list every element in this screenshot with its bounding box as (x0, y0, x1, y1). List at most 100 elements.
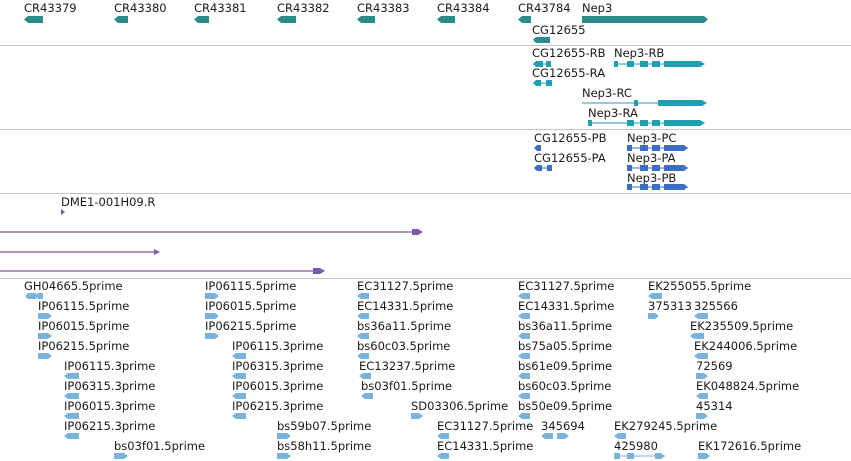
feature-label: Nep3-PB (627, 171, 676, 185)
est-feature[interactable]: bs60c03.5prime (357, 339, 450, 359)
feature-label: IP06015.3prime (232, 379, 323, 393)
est-track: GH04665.5prime IP06115.5prime IP06015.5p… (24, 279, 801, 459)
gene-feature[interactable]: CR43383 (357, 1, 410, 23)
feature-label: EC31127.5prime (518, 279, 614, 293)
est-feature[interactable]: EK048824.5prime (696, 379, 799, 399)
feature-label: IP06215.3prime (64, 419, 155, 433)
transcript-feature[interactable]: CG12655-RA (532, 66, 605, 86)
gene-feature[interactable]: CR43784 (518, 1, 571, 23)
feature-label: EK244006.5prime (694, 339, 797, 353)
reporter-line[interactable] (0, 229, 423, 235)
est-feature[interactable]: EK172616.5prime (698, 439, 801, 459)
gene-feature[interactable]: CR43380 (114, 1, 167, 23)
est-feature[interactable]: 345694 (541, 419, 585, 439)
est-feature[interactable]: 425980 (614, 439, 665, 459)
est-feature[interactable]: GH04665.5prime (24, 279, 123, 299)
transcript-feature[interactable]: Nep3-RA (588, 106, 705, 126)
protein-feature[interactable]: CG12655-PA (534, 151, 606, 171)
est-feature[interactable]: 325566 (694, 299, 738, 319)
reporter-line[interactable] (0, 249, 160, 255)
feature-label: IP06215.5prime (205, 319, 296, 333)
est-feature[interactable]: IP06115.3prime (64, 359, 155, 379)
est-feature[interactable]: bs36a11.5prime (357, 319, 451, 339)
est-feature[interactable]: EC31127.5prime (437, 419, 533, 439)
feature-label: Nep3-PA (627, 151, 676, 165)
est-feature[interactable]: bs60c03.5prime (518, 379, 611, 399)
reporter-line[interactable] (0, 268, 325, 274)
gene-feature[interactable]: CG12655 (532, 23, 586, 43)
est-feature[interactable]: 72569 (696, 359, 733, 379)
reporter-track: DME1-001H09.R (0, 195, 423, 274)
gene-track: CR43379 CR43380 CR43381 CR43382 CR43383 … (24, 1, 708, 43)
feature-label: EK235509.5prime (690, 319, 793, 333)
feature-label: SD03306.5prime (411, 399, 508, 413)
feature-label: Nep3-RC (582, 86, 632, 100)
est-feature[interactable]: EC14331.5prime (437, 439, 533, 459)
gene-feature[interactable]: CR43384 (437, 1, 490, 23)
est-feature[interactable]: IP06315.3prime (64, 379, 155, 399)
est-feature[interactable]: IP06115.3prime (232, 339, 323, 359)
transcript-feature[interactable]: Nep3-RC (582, 86, 707, 106)
gene-feature[interactable]: Nep3 (582, 1, 708, 23)
feature-label: EC14331.5prime (437, 439, 533, 453)
protein-feature[interactable]: Nep3-PA (627, 151, 688, 171)
est-feature[interactable]: EK279245.5prime (614, 419, 717, 439)
gene-feature[interactable]: CR43381 (194, 1, 247, 23)
gene-feature[interactable]: CR43382 (277, 1, 330, 23)
feature-label: bs03f01.5prime (114, 439, 205, 453)
feature-label: IP06115.3prime (232, 339, 323, 353)
est-feature[interactable]: EK235509.5prime (690, 319, 793, 339)
feature-label: CR43380 (114, 1, 167, 15)
est-feature[interactable]: bs03f01.5prime (114, 439, 205, 459)
transcript-feature[interactable]: CG12655-RB (532, 46, 606, 67)
reporter-feature[interactable]: DME1-001H09.R (61, 195, 155, 215)
gene-glyph (194, 16, 209, 23)
est-feature[interactable]: IP06015.3prime (64, 399, 155, 419)
est-feature[interactable]: EK255055.5prime (648, 279, 751, 299)
est-feature[interactable]: IP06215.3prime (232, 399, 323, 419)
est-feature[interactable]: IP06215.3prime (64, 419, 155, 439)
est-feature[interactable]: EC14331.5prime (518, 299, 614, 319)
est-feature[interactable]: IP06315.3prime (232, 359, 323, 379)
est-feature[interactable]: bs58h11.5prime (277, 439, 371, 459)
est-feature[interactable]: bs61e09.5prime (518, 359, 612, 379)
feature-label: GH04665.5prime (24, 279, 123, 293)
protein-feature[interactable]: Nep3-PC (627, 131, 688, 151)
est-feature[interactable]: bs59b07.5prime (277, 419, 371, 439)
feature-label: bs60c03.5prime (518, 379, 611, 393)
est-feature[interactable]: bs03f01.5prime (361, 379, 452, 399)
est-feature[interactable]: bs36a11.5prime (518, 319, 612, 339)
feature-label: 325566 (694, 299, 738, 313)
est-feature[interactable]: bs75a05.5prime (518, 339, 612, 359)
est-feature[interactable]: 375313 (648, 299, 692, 319)
gene-feature[interactable]: CR43379 (24, 1, 77, 23)
feature-label: 45314 (696, 399, 733, 413)
feature-label: bs03f01.5prime (361, 379, 452, 393)
est-feature[interactable]: EC31127.5prime (357, 279, 453, 299)
est-feature[interactable]: IP06215.5prime (38, 339, 129, 359)
feature-label: DME1-001H09.R (61, 195, 155, 209)
est-feature[interactable]: IP06015.5prime (38, 319, 129, 339)
est-feature[interactable]: EC13237.5prime (359, 359, 455, 379)
est-feature[interactable]: IP06215.5prime (205, 319, 296, 339)
transcript-feature[interactable]: Nep3-RB (614, 46, 705, 67)
est-feature[interactable]: IP06015.3prime (232, 379, 323, 399)
feature-label: IP06215.5prime (38, 339, 129, 353)
est-feature[interactable]: EK244006.5prime (694, 339, 797, 359)
feature-label: 375313 (648, 299, 692, 313)
est-feature[interactable]: bs50e09.5prime (518, 399, 612, 419)
est-feature[interactable]: 45314 (696, 399, 733, 419)
est-feature[interactable]: EC31127.5prime (518, 279, 614, 299)
feature-label: Nep3-RA (588, 106, 638, 120)
protein-feature[interactable]: CG12655-PB (534, 131, 607, 151)
est-feature[interactable]: EC14331.5prime (357, 299, 453, 319)
feature-label: CG12655-RB (532, 46, 606, 60)
est-feature[interactable]: IP06115.5prime (38, 299, 129, 319)
feature-label: EK048824.5prime (696, 379, 799, 393)
est-feature[interactable]: IP06115.5prime (205, 279, 296, 299)
est-feature[interactable]: SD03306.5prime (411, 399, 508, 419)
est-feature[interactable]: IP06015.5prime (205, 299, 296, 319)
feature-label: bs59b07.5prime (277, 419, 371, 433)
protein-feature[interactable]: Nep3-PB (627, 171, 688, 190)
gene-glyph (437, 16, 455, 23)
